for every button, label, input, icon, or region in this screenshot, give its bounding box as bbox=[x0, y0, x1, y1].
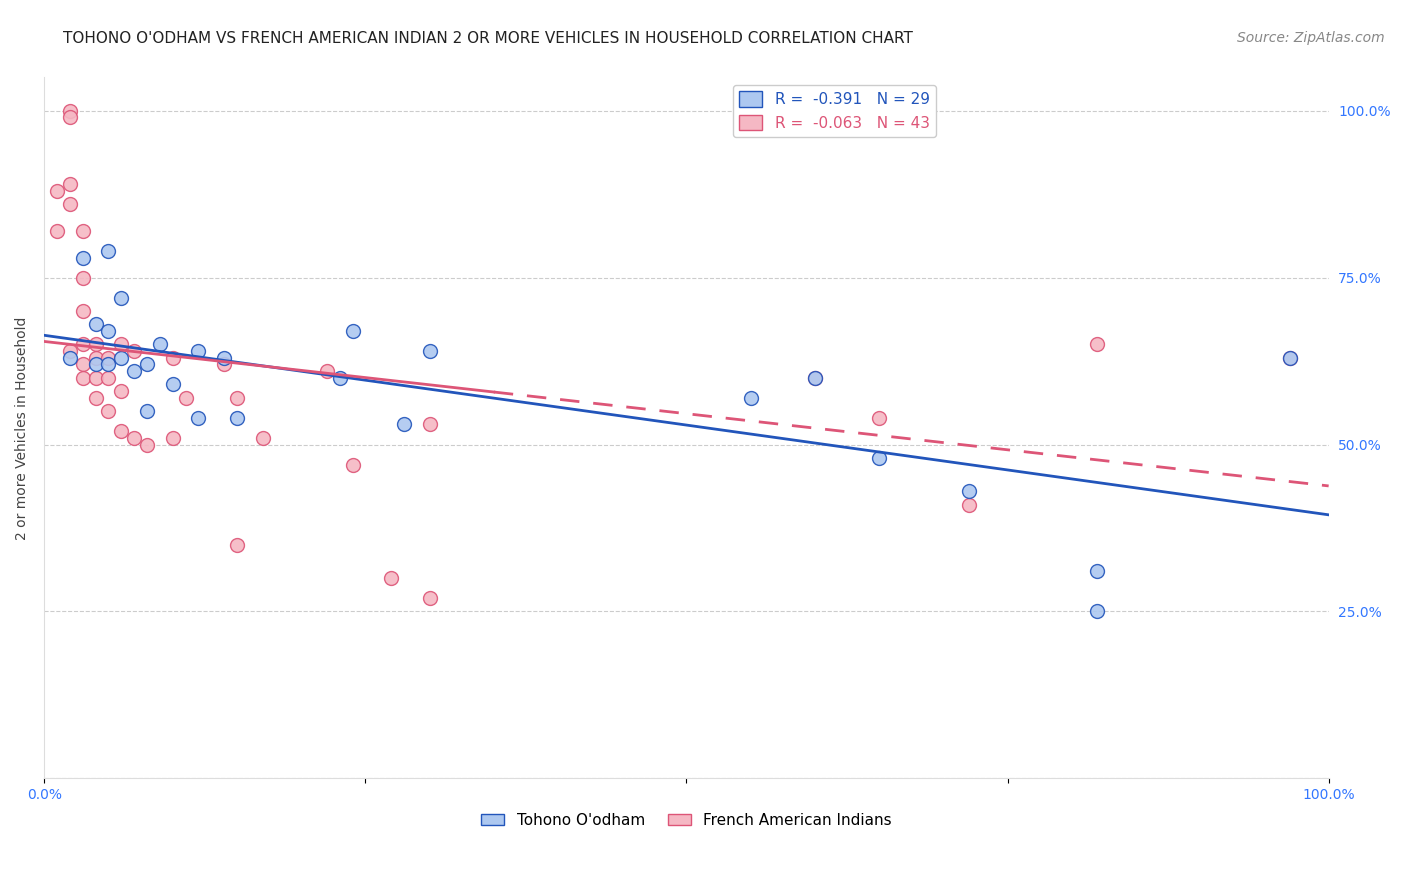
Point bbox=[97, 244, 120, 258]
Point bbox=[868, 410, 890, 425]
Point bbox=[72, 270, 94, 285]
Point bbox=[1087, 564, 1109, 578]
Point bbox=[162, 351, 184, 365]
Y-axis label: 2 or more Vehicles in Household: 2 or more Vehicles in Household bbox=[15, 316, 30, 540]
Point bbox=[212, 358, 235, 372]
Point bbox=[419, 417, 441, 432]
Point bbox=[804, 371, 827, 385]
Point bbox=[380, 571, 402, 585]
Point bbox=[419, 591, 441, 605]
Point bbox=[149, 337, 172, 351]
Point bbox=[162, 377, 184, 392]
Point bbox=[329, 371, 352, 385]
Text: TOHONO O'ODHAM VS FRENCH AMERICAN INDIAN 2 OR MORE VEHICLES IN HOUSEHOLD CORRELA: TOHONO O'ODHAM VS FRENCH AMERICAN INDIAN… bbox=[63, 31, 912, 46]
Point bbox=[97, 351, 120, 365]
Point bbox=[1279, 351, 1302, 365]
Point bbox=[226, 410, 249, 425]
Point bbox=[804, 371, 827, 385]
Point bbox=[110, 384, 132, 398]
Text: Source: ZipAtlas.com: Source: ZipAtlas.com bbox=[1237, 31, 1385, 45]
Point bbox=[84, 371, 107, 385]
Point bbox=[72, 337, 94, 351]
Point bbox=[162, 431, 184, 445]
Point bbox=[59, 344, 82, 359]
Point bbox=[110, 424, 132, 438]
Point bbox=[187, 410, 209, 425]
Point bbox=[342, 458, 364, 472]
Point bbox=[72, 371, 94, 385]
Point bbox=[740, 391, 762, 405]
Point bbox=[122, 364, 145, 378]
Point bbox=[226, 538, 249, 552]
Point bbox=[84, 337, 107, 351]
Point bbox=[84, 351, 107, 365]
Point bbox=[97, 371, 120, 385]
Point bbox=[174, 391, 197, 405]
Point bbox=[84, 358, 107, 372]
Point bbox=[1087, 604, 1109, 618]
Point bbox=[342, 324, 364, 338]
Legend: Tohono O'odham, French American Indians: Tohono O'odham, French American Indians bbox=[475, 806, 897, 834]
Point bbox=[136, 437, 159, 451]
Point bbox=[187, 344, 209, 359]
Point bbox=[868, 450, 890, 465]
Point bbox=[110, 291, 132, 305]
Point bbox=[110, 337, 132, 351]
Point bbox=[59, 178, 82, 192]
Point bbox=[136, 404, 159, 418]
Point bbox=[46, 184, 69, 198]
Point bbox=[72, 358, 94, 372]
Point bbox=[59, 111, 82, 125]
Point bbox=[59, 103, 82, 118]
Point bbox=[122, 431, 145, 445]
Point bbox=[252, 431, 274, 445]
Point bbox=[122, 344, 145, 359]
Point bbox=[84, 318, 107, 332]
Point bbox=[46, 224, 69, 238]
Point bbox=[72, 251, 94, 265]
Point bbox=[315, 364, 337, 378]
Point bbox=[110, 351, 132, 365]
Point bbox=[72, 224, 94, 238]
Point bbox=[957, 484, 980, 499]
Point bbox=[957, 498, 980, 512]
Point bbox=[97, 324, 120, 338]
Point bbox=[59, 351, 82, 365]
Point bbox=[72, 304, 94, 318]
Point bbox=[97, 404, 120, 418]
Point bbox=[212, 351, 235, 365]
Point bbox=[59, 197, 82, 211]
Point bbox=[97, 358, 120, 372]
Point bbox=[136, 358, 159, 372]
Point bbox=[226, 391, 249, 405]
Point bbox=[84, 391, 107, 405]
Point bbox=[1279, 351, 1302, 365]
Point bbox=[419, 344, 441, 359]
Point bbox=[392, 417, 415, 432]
Point bbox=[1087, 337, 1109, 351]
